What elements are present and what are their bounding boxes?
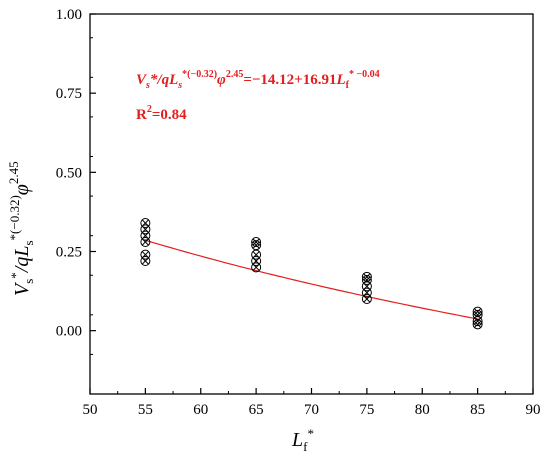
y-tick-label: 1.00 <box>56 7 82 23</box>
plot-frame <box>89 13 534 395</box>
data-point <box>140 218 151 228</box>
data-point <box>361 271 372 282</box>
data-point <box>472 309 483 320</box>
data-point <box>251 237 262 247</box>
fit-line <box>145 239 478 320</box>
x-tick-label: 80 <box>415 402 430 418</box>
data-points <box>140 218 483 330</box>
ticks <box>89 13 534 395</box>
y-tick-label: 0.00 <box>56 324 82 340</box>
data-point <box>251 249 262 260</box>
x-tick-label: 75 <box>359 402 374 418</box>
y-axis-title: Vs*/qLs*(−0.32)φ2.45 <box>6 161 36 296</box>
data-point <box>361 275 372 285</box>
r-squared: R2=0.84 <box>136 104 187 123</box>
x-tick-label: 50 <box>83 402 98 418</box>
fit-equation: Vs*/qLs*(−0.32)φ2.45=−14.12+16.91Lf* −0.… <box>136 69 380 91</box>
x-tick-label: 70 <box>304 402 319 418</box>
y-tick-label: 0.25 <box>56 245 82 261</box>
data-point <box>472 306 483 317</box>
x-tick-label: 90 <box>526 402 541 418</box>
data-point <box>140 249 151 260</box>
tick-labels: 50 55 60 65 70 75 80 85 90 0.00 0.25 0.50 0.75 1.00 <box>56 7 541 418</box>
x-tick-label: 85 <box>470 402 485 418</box>
y-tick-label: 0.75 <box>56 86 82 102</box>
data-point <box>251 240 262 251</box>
x-tick-label: 60 <box>193 402 208 418</box>
x-tick-label: 55 <box>138 402 153 418</box>
y-tick-label: 0.50 <box>56 165 82 181</box>
x-tick-label: 65 <box>249 402 264 418</box>
x-axis-title: Lf* <box>291 426 314 454</box>
